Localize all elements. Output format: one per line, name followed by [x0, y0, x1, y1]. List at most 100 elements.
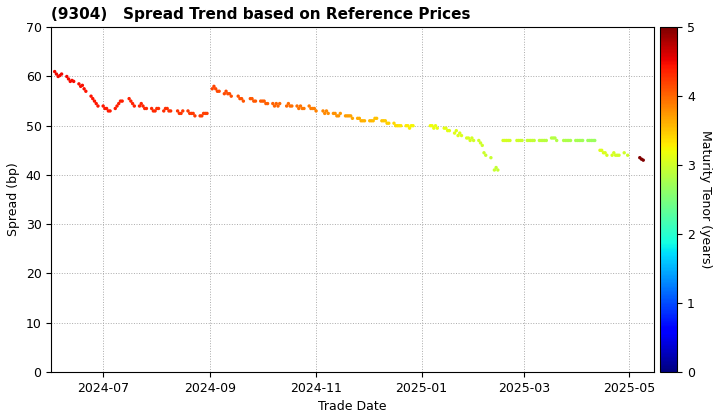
Point: [516, 137, 528, 144]
Point: [558, 137, 570, 144]
Point: [444, 127, 455, 134]
Point: [199, 110, 211, 117]
Point: [134, 102, 145, 109]
Point: [196, 113, 207, 119]
Point: [622, 152, 634, 159]
Point: [492, 167, 503, 173]
Point: [202, 110, 213, 117]
Point: [85, 93, 96, 100]
Point: [598, 150, 609, 156]
Point: [575, 137, 587, 144]
Point: [161, 105, 173, 112]
Point: [341, 113, 353, 119]
Point: [343, 113, 355, 119]
Point: [117, 98, 128, 105]
Point: [383, 120, 395, 126]
Point: [246, 95, 258, 102]
Point: [256, 98, 268, 105]
Point: [364, 118, 376, 124]
Point: [99, 105, 111, 112]
Point: [523, 137, 535, 144]
Point: [449, 130, 460, 136]
Point: [478, 150, 490, 156]
Point: [563, 137, 575, 144]
Point: [255, 98, 266, 105]
Point: [513, 137, 524, 144]
Point: [371, 115, 382, 122]
Point: [225, 93, 237, 100]
Point: [172, 108, 184, 114]
Point: [236, 95, 248, 102]
Point: [292, 102, 303, 109]
Point: [127, 100, 138, 107]
Y-axis label: Spread (bp): Spread (bp): [7, 163, 20, 236]
Point: [480, 152, 492, 159]
Point: [207, 85, 218, 92]
Point: [600, 150, 611, 156]
Point: [537, 137, 549, 144]
Point: [536, 137, 547, 144]
Point: [160, 105, 171, 112]
Point: [140, 105, 152, 112]
Point: [606, 152, 618, 159]
Point: [637, 157, 649, 163]
Point: [153, 105, 164, 112]
Point: [564, 137, 576, 144]
Point: [189, 113, 201, 119]
Point: [112, 102, 123, 109]
Point: [485, 154, 497, 161]
Point: [76, 82, 88, 89]
Point: [233, 93, 244, 100]
Point: [474, 139, 486, 146]
Point: [210, 85, 222, 92]
Point: [525, 137, 536, 144]
Point: [340, 113, 351, 119]
Point: [151, 105, 163, 112]
Point: [395, 122, 407, 129]
Point: [405, 122, 417, 129]
Point: [608, 150, 620, 156]
Point: [298, 105, 310, 112]
Point: [468, 137, 480, 144]
Point: [220, 88, 232, 94]
Point: [634, 154, 646, 161]
Point: [101, 105, 112, 112]
Point: [393, 122, 405, 129]
Point: [354, 115, 365, 122]
Point: [198, 110, 210, 117]
Point: [582, 137, 593, 144]
Point: [430, 122, 441, 129]
Point: [400, 122, 412, 129]
Point: [319, 110, 330, 117]
Point: [286, 102, 297, 109]
Point: [184, 110, 195, 117]
Point: [294, 102, 306, 109]
Point: [442, 127, 454, 134]
Point: [222, 90, 233, 97]
Point: [250, 98, 261, 105]
Point: [601, 152, 613, 159]
Point: [466, 135, 477, 142]
Point: [541, 137, 552, 144]
Point: [547, 135, 559, 142]
Point: [539, 137, 550, 144]
Point: [269, 102, 280, 109]
Point: [562, 137, 573, 144]
Point: [271, 100, 282, 107]
Point: [527, 137, 539, 144]
Point: [65, 78, 76, 85]
Point: [274, 100, 286, 107]
Point: [611, 152, 623, 159]
Point: [504, 137, 516, 144]
Point: [328, 110, 339, 117]
Point: [359, 118, 370, 124]
Point: [404, 125, 415, 131]
Point: [87, 95, 99, 102]
Point: [91, 100, 102, 107]
Point: [92, 102, 104, 109]
Point: [515, 137, 526, 144]
Point: [248, 98, 259, 105]
Point: [238, 98, 249, 105]
Point: [307, 105, 318, 112]
Point: [329, 110, 341, 117]
